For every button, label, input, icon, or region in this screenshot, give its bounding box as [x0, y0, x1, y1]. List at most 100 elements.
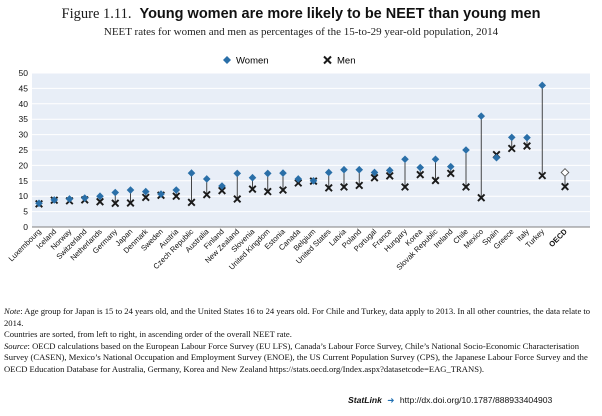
note-label: Note: [4, 306, 21, 316]
women-marker: [416, 163, 425, 172]
women-marker: [294, 175, 303, 183]
statlink: StatLink ➜ http://dx.doi.org/10.1787/888…: [348, 395, 552, 406]
men-marker: [218, 186, 226, 195]
men-marker: [187, 198, 196, 207]
men-marker: [96, 197, 104, 206]
y-tick-label: 35: [19, 114, 29, 124]
y-tick-label: 25: [19, 145, 29, 155]
source-text: : OECD calculations based on the Europea…: [4, 340, 588, 374]
women-marker: [141, 187, 150, 196]
notes-block: Note: Age group for Japan is 15 to 24 ye…: [4, 306, 598, 376]
women-marker: [187, 169, 196, 177]
y-tick-label: 30: [19, 130, 29, 140]
men-marker: [340, 182, 348, 191]
legend-men-label: Men: [337, 56, 355, 67]
oecd-tick-label: OECD: [547, 227, 569, 249]
men-marker: [111, 199, 120, 208]
women-marker: [50, 196, 59, 204]
figure-title-row: Figure 1.11. Young women are more likely…: [0, 5, 602, 23]
men-marker: [446, 169, 455, 178]
statlink-arrow-icon: ➜: [387, 395, 395, 405]
women-marker: [218, 182, 226, 190]
x-axis: LuxembourgIcelandNorwaySwitzerlandNether…: [7, 227, 590, 272]
figure-title: Young women are more likely to be NEET t…: [139, 6, 541, 22]
men-marker: [279, 186, 287, 195]
gridlines: [32, 72, 590, 228]
women-marker: [248, 173, 257, 182]
women-marker: [279, 169, 287, 177]
note-paragraph: Note: Age group for Japan is 15 to 24 ye…: [4, 306, 598, 329]
y-tick-label: 50: [19, 68, 29, 78]
women-marker: [324, 168, 333, 177]
legend: Women Men: [223, 56, 355, 67]
men-marker: [523, 142, 531, 150]
statlink-url[interactable]: http://dx.doi.org/10.1787/888933404903: [399, 395, 553, 405]
women-marker: [157, 190, 165, 198]
men-marker: [507, 144, 516, 153]
women-marker: [65, 195, 74, 203]
women-marker: [492, 153, 501, 162]
oecd-men-marker: [561, 182, 569, 191]
y-tick-label: 45: [19, 83, 29, 93]
figure-subtitle: NEET rates for women and men as percenta…: [103, 26, 499, 38]
women-marker: [355, 165, 364, 174]
women-marker: [126, 186, 135, 194]
women-marker: [309, 177, 318, 185]
y-tick-label: 20: [19, 160, 29, 170]
y-tick-label: 10: [19, 191, 29, 201]
y-tick-label: 5: [23, 207, 28, 217]
men-marker: [294, 178, 303, 187]
men-marker: [202, 190, 211, 199]
women-marker: [370, 168, 379, 177]
women-marker: [385, 166, 394, 175]
women-marker: [431, 155, 440, 164]
women-marker: [80, 194, 89, 202]
women-marker: [202, 175, 211, 183]
oecd-women-marker: [560, 168, 570, 177]
legend-men-marker: [323, 55, 332, 65]
source-paragraph: Source: OECD calculations based on the E…: [4, 341, 598, 376]
women-marker: [233, 169, 242, 178]
legend-women-marker: [223, 56, 231, 64]
y-tick-label: 15: [19, 176, 29, 186]
neet-chart: 0 5 10 15 20 25 30 35 40 45 50 LuxembourgIcelandNo…: [7, 56, 590, 272]
note-text: : Age group for Japan is 15 to 24 years …: [4, 306, 591, 328]
statlink-name: StatLink: [348, 395, 382, 405]
men-marker: [172, 192, 181, 201]
men-marker: [370, 173, 379, 182]
sort-paragraph: Countries are sorted, from left to right…: [4, 329, 292, 340]
men-marker: [324, 183, 333, 192]
men-marker: [477, 193, 486, 202]
women-marker: [523, 133, 531, 142]
women-marker: [172, 186, 181, 194]
legend-women-label: Women: [236, 56, 269, 67]
data-marks: [35, 81, 570, 208]
men-marker: [401, 182, 409, 191]
men-marker: [233, 195, 242, 203]
women-marker: [477, 112, 486, 120]
women-marker: [263, 169, 272, 178]
women-marker: [507, 133, 516, 142]
women-marker: [462, 146, 470, 154]
men-marker: [355, 181, 364, 190]
women-marker: [340, 165, 348, 174]
men-marker: [462, 182, 470, 191]
men-marker: [141, 193, 150, 202]
source-label: Source: [4, 340, 28, 351]
women-marker: [35, 199, 43, 208]
y-tick-label: 0: [23, 222, 28, 232]
men-marker: [263, 187, 272, 196]
figure-number: Figure 1.11.: [61, 6, 132, 22]
women-marker: [538, 81, 547, 90]
y-tick-label: 40: [19, 99, 29, 109]
women-marker: [111, 188, 120, 197]
men-marker: [431, 176, 440, 185]
men-marker: [126, 199, 135, 207]
men-marker: [385, 171, 394, 180]
men-marker: [416, 170, 425, 179]
men-marker: [248, 185, 257, 194]
women-marker: [96, 192, 104, 200]
men-marker: [538, 171, 547, 180]
y-axis: 0 5 10 15 20 25 30 35 40 45 50: [19, 68, 29, 232]
women-marker: [446, 162, 455, 171]
